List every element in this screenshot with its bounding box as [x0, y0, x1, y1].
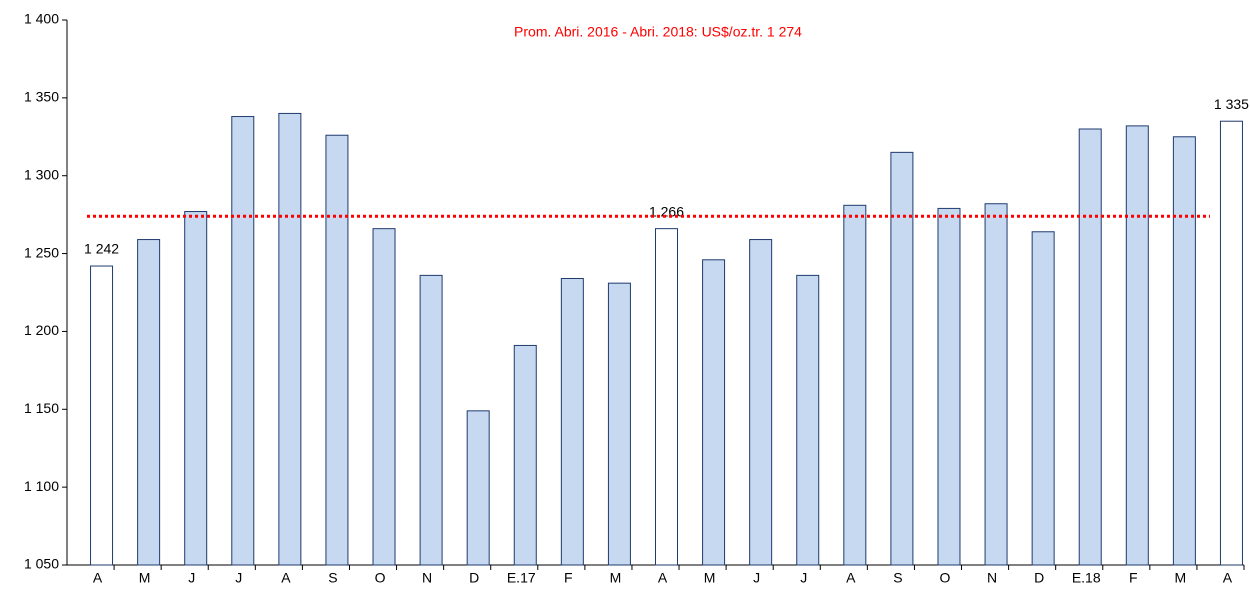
x-tick-label: D	[469, 570, 479, 586]
bar	[513, 344, 537, 566]
x-tick-label: A	[93, 570, 103, 586]
value-label: 1 242	[84, 241, 119, 257]
x-tick-label: J	[753, 570, 760, 586]
bar	[655, 228, 678, 566]
bar	[843, 204, 867, 566]
x-tick-label: M	[139, 570, 151, 586]
bar	[90, 265, 114, 566]
bar	[419, 274, 443, 566]
x-tick-label: F	[1129, 570, 1138, 586]
bar	[890, 151, 914, 566]
x-tick-label: J	[235, 570, 242, 586]
x-tick-label: N	[987, 570, 997, 586]
x-tick-label: A	[281, 570, 291, 586]
bar	[1078, 128, 1102, 566]
bar	[325, 134, 349, 566]
x-tick-label: E.17	[507, 570, 536, 586]
y-tick-label: 1 300	[24, 166, 59, 182]
bar	[560, 277, 584, 566]
bar	[466, 410, 490, 566]
x-tick-label: S	[328, 570, 337, 586]
x-tick-label: J	[800, 570, 807, 586]
x-tick-label: J	[188, 570, 195, 586]
bar	[278, 112, 302, 566]
x-tick-label: E.18	[1072, 570, 1101, 586]
bar	[137, 239, 161, 566]
x-tick-label: A	[658, 570, 668, 586]
y-tick-label: 1 100	[24, 478, 59, 494]
y-tick-label: 1 150	[24, 400, 59, 416]
value-label: 1 335	[1214, 96, 1249, 112]
bar	[796, 274, 820, 566]
bar	[1219, 120, 1243, 566]
x-tick-label: N	[422, 570, 432, 586]
bar	[231, 116, 255, 566]
x-tick-label: M	[704, 570, 716, 586]
x-tick-label: O	[375, 570, 386, 586]
y-tick-label: 1 050	[24, 556, 59, 572]
reference-label: Prom. Abri. 2016 - Abri. 2018: US$/oz.tr…	[514, 24, 802, 40]
value-label: 1 266	[649, 203, 684, 219]
x-tick-label: M	[610, 570, 622, 586]
bar	[702, 259, 726, 566]
bar	[749, 239, 773, 566]
bar	[1172, 136, 1196, 566]
y-tick-label: 1 350	[24, 89, 59, 105]
y-tick-label: 1 200	[24, 322, 59, 338]
bar	[372, 228, 396, 566]
x-tick-label: M	[1175, 570, 1187, 586]
y-tick-label: 1 250	[24, 244, 59, 260]
bar	[184, 211, 208, 566]
bar	[1125, 125, 1149, 566]
bar	[937, 207, 961, 566]
x-tick-label: F	[564, 570, 573, 586]
bar	[1031, 231, 1055, 566]
x-tick-label: D	[1034, 570, 1044, 586]
x-tick-label: O	[940, 570, 951, 586]
x-tick-label: A	[846, 570, 856, 586]
bar	[984, 203, 1008, 566]
y-tick-label: 1 400	[24, 11, 59, 27]
bar	[607, 282, 631, 566]
x-tick-label: S	[893, 570, 902, 586]
x-tick-label: A	[1223, 570, 1233, 586]
